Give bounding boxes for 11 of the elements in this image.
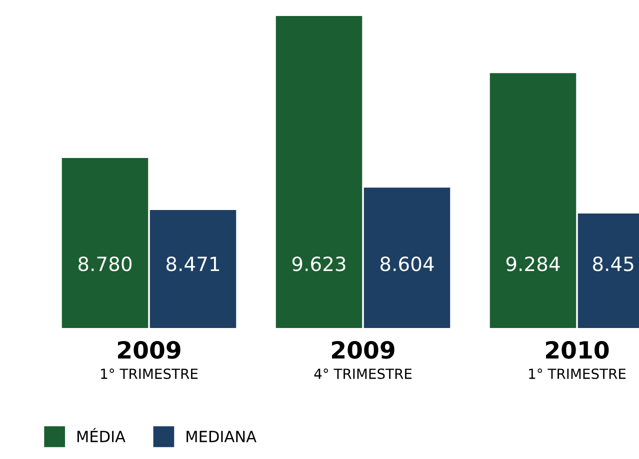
data-label: 8.604 xyxy=(380,256,434,272)
data-label: 9.284 xyxy=(506,256,560,272)
data-label: 8.780 xyxy=(78,256,132,272)
x-tick-label: 2009 4° TRIMESTRE xyxy=(314,340,412,380)
data-label: 9.623 xyxy=(292,256,346,272)
data-label: 8.471 xyxy=(166,256,220,272)
x-tick-label: 2010 1° TRIMESTRE xyxy=(529,340,626,380)
legend-label: MÉDIA xyxy=(77,428,126,442)
data-label: 8.45 xyxy=(592,256,634,272)
legend-label: MEDIANA xyxy=(186,430,256,442)
x-tick-label: 2009 1° TRIMESTRE xyxy=(101,340,198,380)
